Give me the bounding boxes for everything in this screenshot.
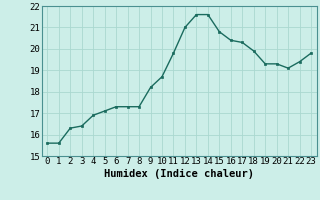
X-axis label: Humidex (Indice chaleur): Humidex (Indice chaleur)	[104, 169, 254, 179]
